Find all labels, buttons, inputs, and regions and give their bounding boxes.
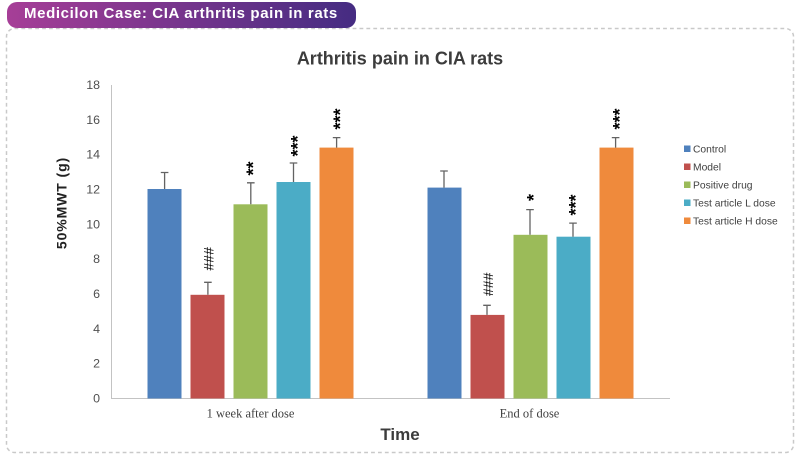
svg-text:0: 0 [93, 392, 100, 406]
svg-text:***: *** [288, 135, 308, 156]
svg-text:***: *** [610, 108, 630, 129]
svg-text:4: 4 [93, 322, 100, 336]
svg-text:###: ### [480, 272, 496, 296]
svg-text:Test article L dose: Test article L dose [693, 199, 776, 210]
svg-text:18: 18 [86, 78, 100, 92]
svg-text:Positive drug: Positive drug [693, 180, 753, 191]
svg-text:1 week after dose: 1 week after dose [207, 407, 295, 421]
svg-text:*: * [524, 194, 544, 201]
svg-text:10: 10 [86, 217, 100, 231]
svg-text:8: 8 [93, 252, 100, 266]
svg-text:End of dose: End of dose [500, 407, 560, 421]
svg-text:6: 6 [93, 287, 100, 301]
svg-text:50%MWT (g): 50%MWT (g) [54, 157, 70, 249]
svg-text:***: *** [331, 108, 351, 129]
svg-text:Test article H dose: Test article H dose [693, 217, 778, 228]
svg-text:Control: Control [693, 145, 726, 156]
svg-text:***: *** [566, 194, 586, 215]
svg-text:###: ### [201, 247, 217, 271]
svg-text:Medicilon Case: CIA arthritis: Medicilon Case: CIA arthritis pain in ra… [24, 5, 338, 22]
svg-text:**: ** [244, 161, 264, 175]
svg-text:12: 12 [86, 183, 100, 197]
svg-text:Model: Model [693, 163, 721, 174]
svg-text:14: 14 [86, 148, 100, 162]
svg-text:16: 16 [86, 113, 100, 127]
svg-text:Arthritis pain in CIA rats: Arthritis pain in CIA rats [297, 49, 503, 69]
svg-text:2: 2 [93, 357, 100, 371]
svg-text:Time: Time [380, 425, 419, 444]
